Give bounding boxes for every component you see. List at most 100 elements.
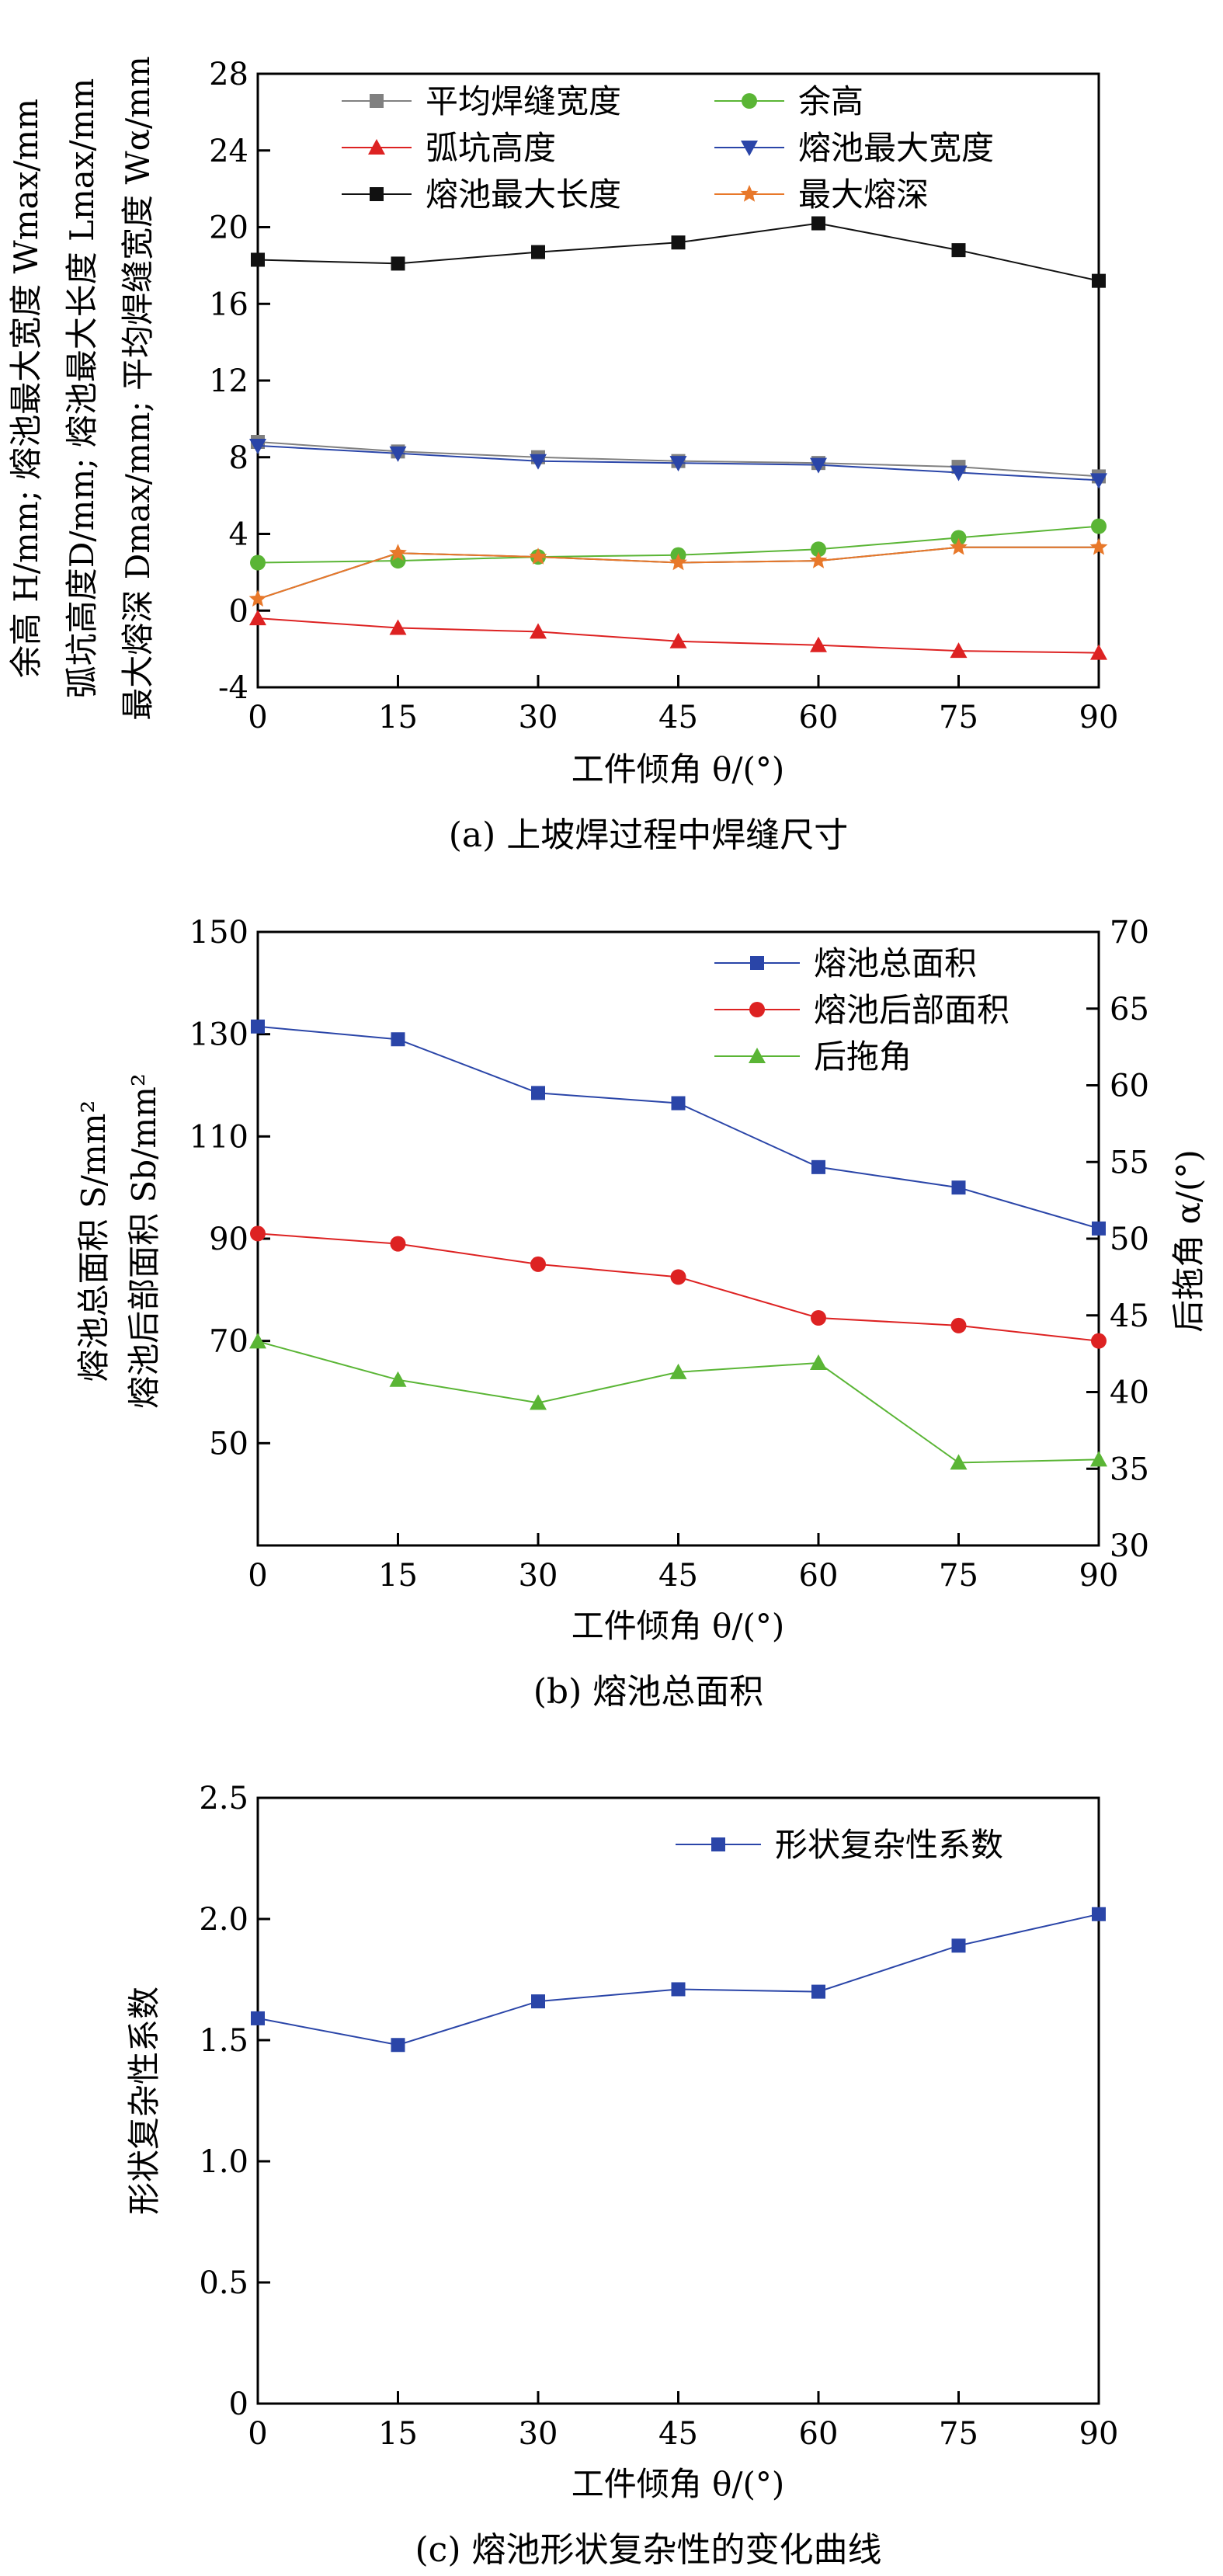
legend-marker <box>370 94 384 108</box>
data-point <box>1091 1333 1107 1349</box>
data-point <box>671 1982 686 1997</box>
panel-c-y-axis-label: 形状复杂性系数 <box>125 1987 163 2215</box>
y-tick-label: 24 <box>209 134 248 169</box>
y-tick-label: 130 <box>189 1017 248 1053</box>
data-point <box>248 589 267 607</box>
panel-a-x-ticks: 0 15 30 45 60 75 90 <box>248 675 1118 735</box>
x-tick-label: 0 <box>248 700 267 735</box>
right-y-tick-label: 45 <box>1110 1298 1149 1334</box>
y-tick-label: -4 <box>218 670 248 706</box>
data-point <box>530 1256 546 1272</box>
data-point <box>530 454 547 470</box>
data-point <box>811 541 826 558</box>
data-point <box>251 252 265 267</box>
y-tick-label: 20 <box>209 210 248 246</box>
y-tick-label: 70 <box>209 1324 248 1360</box>
data-point <box>810 636 827 652</box>
data-point <box>529 548 547 565</box>
panel-c-y-ticks: 0 0.5 1.0 1.5 2.0 2.5 <box>199 1781 270 2422</box>
legend-label: 弧坑高度 <box>426 129 556 167</box>
panel-b-x-ticks: 0 15 30 45 60 75 90 <box>248 1533 1118 1594</box>
y-tick-label: 12 <box>209 363 248 399</box>
y-tick-label: 2.0 <box>199 1902 248 1938</box>
right-y-tick-label: 70 <box>1110 915 1149 951</box>
data-point <box>1092 1221 1106 1236</box>
panel-b-y-axis-label-line-1: 熔池总面积 S/mm² <box>75 1100 113 1382</box>
legend-marker <box>749 1048 766 1063</box>
panel-c-caption: (c) 熔池形状复杂性的变化曲线 <box>415 2530 882 2570</box>
y-tick-label: 2.5 <box>199 1781 248 1816</box>
legend-label: 熔池后部面积 <box>814 991 1009 1029</box>
y-tick-label: 0 <box>229 593 248 629</box>
y-tick-label: 0.5 <box>199 2265 248 2301</box>
data-point <box>811 1984 825 1999</box>
x-tick-label: 0 <box>248 2416 267 2452</box>
x-tick-label: 90 <box>1079 700 1119 735</box>
y-tick-label: 4 <box>229 517 248 553</box>
y-tick-label: 1.0 <box>199 2144 248 2180</box>
legend-marker <box>711 1837 725 1851</box>
data-point <box>950 1317 967 1333</box>
data-point <box>811 1310 826 1326</box>
panel-b-x-axis-label: 工件倾角 θ/(°) <box>572 1607 785 1645</box>
panel-b: 50 70 90 110 130 150 30 35 40 45 50 55 60 65 70 0 15 30… <box>75 915 1207 1712</box>
right-y-tick-label: 30 <box>1110 1528 1149 1564</box>
data-point <box>811 216 825 231</box>
legend-label: 最大熔深 <box>798 176 929 214</box>
x-tick-label: 45 <box>658 700 698 735</box>
data-point <box>389 1371 407 1387</box>
data-point <box>389 619 407 635</box>
data-point <box>251 1019 265 1034</box>
data-point <box>1092 1907 1106 1921</box>
data-point <box>669 632 687 648</box>
y-tick-label: 0 <box>229 2387 248 2422</box>
data-point <box>251 2011 265 2025</box>
data-point <box>1090 644 1107 660</box>
data-point <box>391 1032 405 1047</box>
data-point <box>1091 518 1107 534</box>
y-tick-label: 150 <box>189 915 248 951</box>
series-line <box>257 222 1100 282</box>
x-tick-label: 60 <box>799 2416 839 2452</box>
x-tick-label: 15 <box>378 700 418 735</box>
data-point <box>809 551 828 568</box>
right-y-tick-label: 60 <box>1110 1069 1149 1104</box>
data-point <box>669 553 687 571</box>
panel-b-caption: (b) 熔池总面积 <box>533 1672 763 1712</box>
panel-a-x-axis-label: 工件倾角 θ/(°) <box>572 750 785 788</box>
x-tick-label: 90 <box>1079 2416 1119 2452</box>
right-y-tick-label: 65 <box>1110 992 1149 1027</box>
data-point <box>810 457 827 474</box>
y-tick-label: 110 <box>189 1119 248 1155</box>
data-point <box>530 1394 547 1410</box>
data-point <box>391 256 405 271</box>
legend-label: 熔池总面积 <box>814 944 977 982</box>
x-tick-label: 75 <box>939 700 978 735</box>
y-tick-label: 50 <box>209 1426 248 1462</box>
legend-label: 平均焊缝宽度 <box>426 82 621 120</box>
panel-a-caption: (a) 上坡焊过程中焊缝尺寸 <box>449 815 849 855</box>
series-line <box>257 1340 1100 1464</box>
legend-marker <box>749 1002 765 1017</box>
data-point <box>1090 473 1107 489</box>
x-tick-label: 60 <box>799 700 839 735</box>
legend-label: 熔池最大宽度 <box>798 129 994 167</box>
panel-c-x-axis-label: 工件倾角 θ/(°) <box>572 2465 785 2503</box>
x-tick-label: 30 <box>519 700 558 735</box>
legend-marker <box>742 93 757 109</box>
y-tick-label: 8 <box>229 440 248 476</box>
data-point <box>389 544 407 561</box>
panel-a-y-ticks: -4 0 4 8 12 16 20 24 28 <box>209 57 270 706</box>
data-point <box>669 456 687 472</box>
data-point <box>1092 273 1106 288</box>
y-tick-label: 28 <box>209 57 248 92</box>
series-line <box>257 1913 1100 2046</box>
data-point <box>950 1454 968 1470</box>
data-point <box>390 1236 406 1252</box>
data-point <box>951 243 966 258</box>
x-tick-label: 15 <box>378 2416 418 2452</box>
data-point <box>950 537 968 555</box>
